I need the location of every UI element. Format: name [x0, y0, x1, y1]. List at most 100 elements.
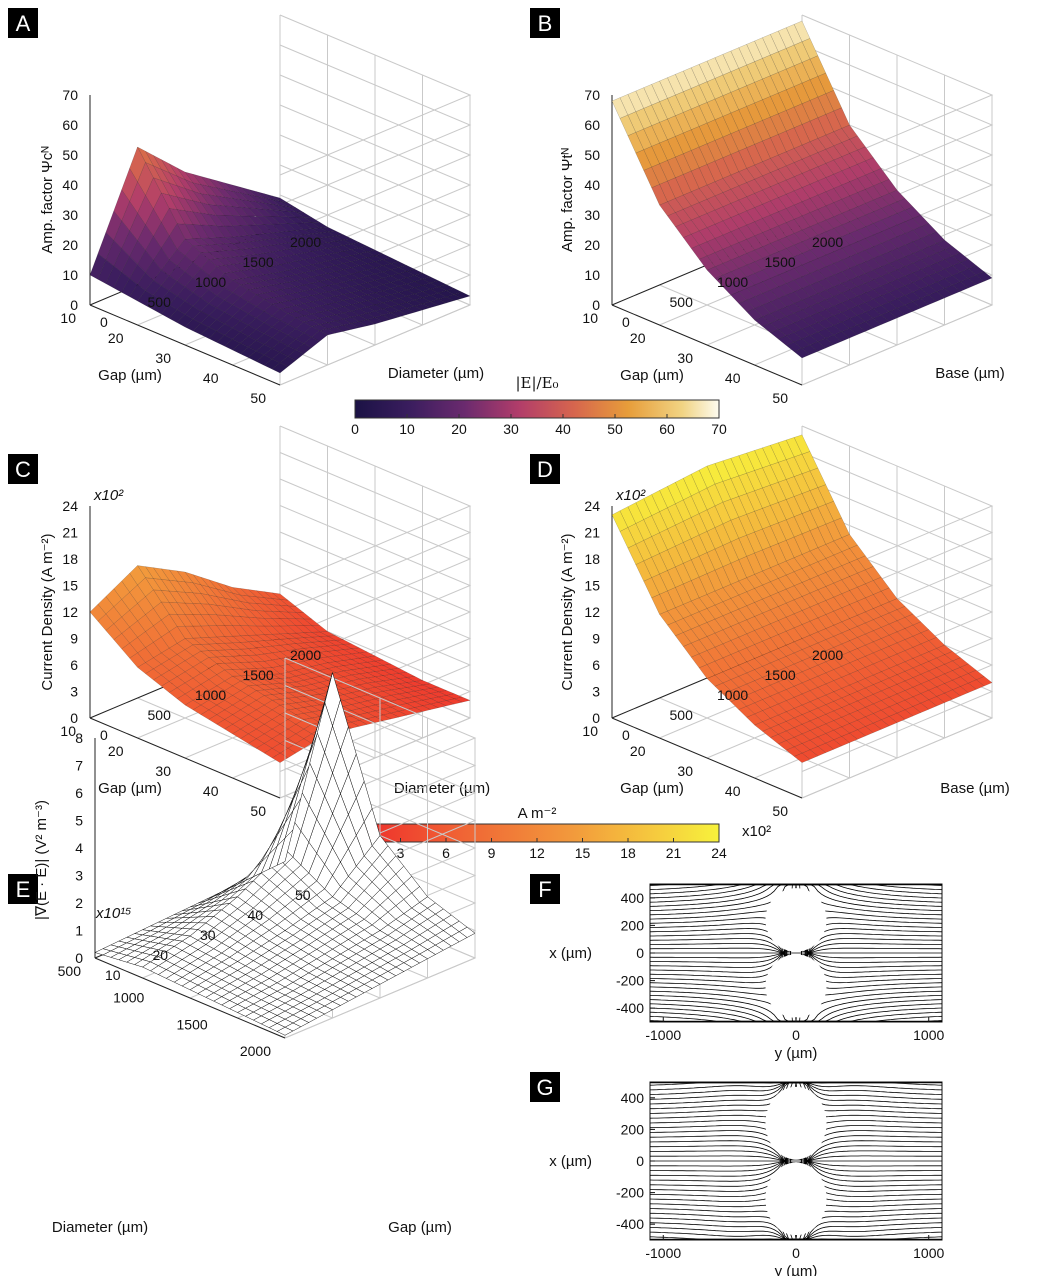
surface-patch [714, 74, 732, 96]
surface-patch [904, 262, 922, 273]
surface-patch [231, 242, 250, 250]
surface-patch [184, 198, 202, 214]
surface-patch [667, 115, 684, 137]
surface-patch [231, 615, 249, 627]
surface-patch [271, 723, 289, 735]
z-tick-label: 0 [592, 297, 600, 313]
surface-patch [287, 605, 305, 613]
surface-patch [904, 229, 922, 242]
surface-patch [809, 617, 827, 633]
surface-patch [263, 244, 281, 253]
surface-patch [738, 276, 755, 289]
x-tick-label: 10 [60, 723, 76, 739]
surface-patch [785, 312, 803, 323]
surface-patch [785, 233, 803, 246]
surface-patch [928, 281, 945, 292]
surface-patch [358, 712, 376, 719]
surface-patch [904, 241, 922, 254]
surface-patch [160, 631, 178, 649]
z-tick-label: 0 [592, 710, 600, 726]
surface-patch [113, 580, 130, 600]
surface-patch [224, 685, 241, 696]
surface-patch [287, 298, 305, 306]
z-axis-label: |∇(E · E)| (V² m⁻³) [33, 800, 50, 920]
surface-patch [358, 251, 376, 258]
surface-patch [334, 269, 352, 277]
surface-patch [880, 216, 898, 229]
surface-patch [809, 341, 827, 352]
surface-patch [310, 237, 329, 245]
surface-patch [762, 75, 779, 97]
surface-patch [224, 704, 241, 715]
surface-patch [904, 677, 922, 688]
surface-patch [738, 147, 755, 169]
z-axis-label: Current Density (A m⁻²) [39, 533, 56, 690]
surface-patch [224, 327, 241, 340]
surface-patch [761, 718, 779, 729]
surface-patch [271, 704, 289, 715]
surface-patch [358, 319, 376, 327]
surface-patch [667, 156, 684, 178]
surface-patch [89, 253, 107, 280]
surface-patch [200, 576, 218, 590]
panel-g-streamlines: -1000 0 1000 400 200 0 -200 -400 y (µm) x (µm) [549, 1081, 945, 1276]
colorbar-tick-label: 20 [451, 421, 467, 437]
surface-patch [951, 657, 969, 668]
surface-patch [255, 695, 273, 706]
surface-patch [951, 281, 969, 292]
surface-patch [160, 179, 178, 198]
surface-patch [310, 318, 329, 325]
particle [765, 1086, 827, 1160]
svg-text:A: A [16, 11, 31, 36]
surface-patch [295, 278, 313, 286]
surface-patch [232, 225, 249, 237]
surface-patch [382, 663, 400, 670]
surface-patch [833, 331, 850, 342]
surface-patch [761, 322, 779, 333]
surface-patch [762, 34, 779, 56]
surface-patch [137, 161, 154, 196]
surface-patch [809, 269, 827, 282]
surface-patch [762, 505, 779, 527]
surface-patch [809, 331, 827, 342]
surface-patch [208, 674, 226, 687]
colorbar-tick-label: 3 [397, 845, 405, 861]
y-axis-label: x (µm) [549, 1153, 592, 1170]
surface-patch [350, 308, 368, 316]
surface-patch [318, 273, 337, 280]
surface-patch [714, 157, 732, 179]
surface-patch [263, 688, 281, 695]
z-tick-label: 4 [75, 840, 83, 856]
surface-patch [904, 206, 922, 219]
surface-patch [232, 308, 249, 322]
surface-patch [208, 625, 226, 638]
surface-patch [232, 709, 249, 720]
surface-patch [785, 24, 803, 46]
surface-patch [809, 117, 827, 139]
surface-patch [231, 184, 250, 195]
panel-f-streamlines: -1000 0 1000 400 200 0 -200 -400 y (µm) x (µm) [549, 883, 945, 1062]
surface-patch [302, 636, 321, 643]
y-tick-label: 0 [622, 727, 630, 743]
surface-patch [785, 218, 803, 234]
surface-patch [105, 265, 122, 289]
surface-patch [809, 322, 827, 333]
z-tick-label: 8 [75, 730, 83, 746]
surface-patch [762, 637, 779, 653]
surface-patch [326, 635, 345, 641]
surface-patch [231, 668, 250, 677]
x-tick-label: 40 [725, 370, 741, 386]
surface-patch [809, 717, 827, 728]
x-tick-label: 1000 [913, 1027, 944, 1043]
surface-patch [714, 95, 732, 117]
surface-patch [856, 249, 874, 262]
surface-patch [856, 697, 874, 708]
surface-patch [176, 196, 194, 213]
surface-patch [223, 655, 242, 664]
surface-patch [833, 688, 850, 699]
surface-patch [247, 719, 265, 730]
surface-patch [856, 321, 874, 332]
surface-patch [287, 675, 305, 683]
surface-patch [738, 493, 755, 515]
z-multiplier: x10² [93, 487, 124, 504]
